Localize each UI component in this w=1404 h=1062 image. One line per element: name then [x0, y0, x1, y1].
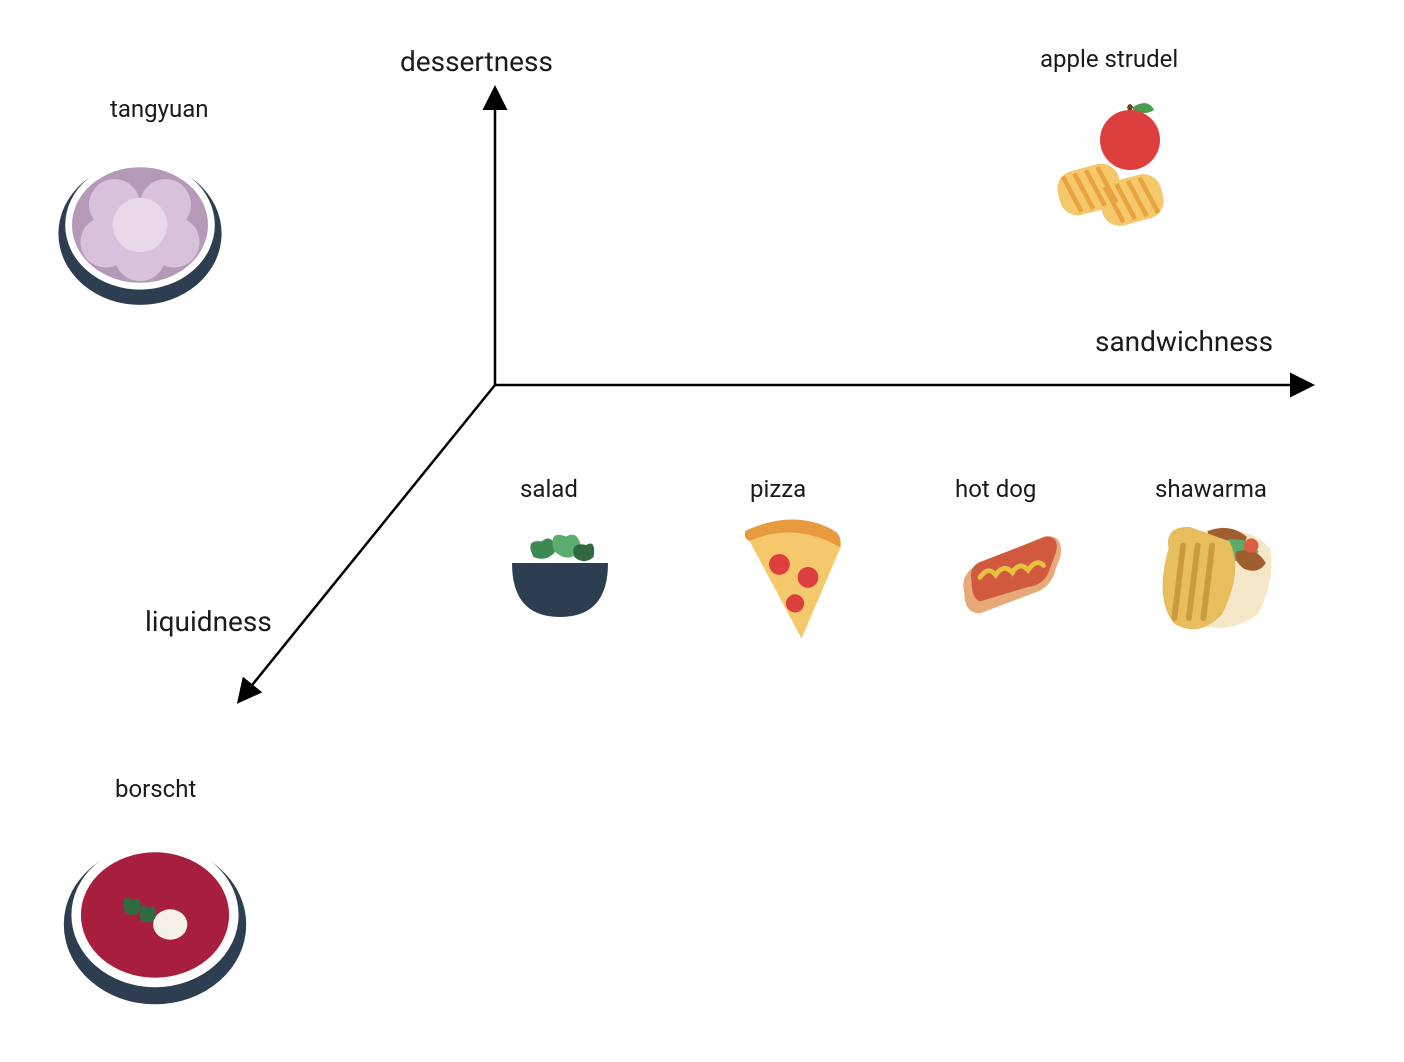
axis-label-z: liquidness [145, 605, 272, 638]
axis-label-x: sandwichness [1095, 325, 1273, 358]
food-label-tangyuan: tangyuan [110, 95, 209, 123]
borscht-icon [55, 820, 255, 1014]
food-label-shawarma: shawarma [1155, 475, 1267, 503]
hot-dog-icon [930, 515, 1090, 639]
food-label-apple-strudel: apple strudel [1040, 45, 1178, 73]
salad-icon [485, 515, 635, 639]
food-label-borscht: borscht [115, 775, 196, 803]
pizza-icon [730, 510, 860, 654]
axis-z [240, 385, 495, 700]
food-label-salad: salad [520, 475, 578, 503]
tangyuan-icon [55, 140, 225, 314]
food-label-pizza: pizza [750, 475, 806, 503]
food-label-hot-dog: hot dog [955, 475, 1036, 503]
axis-label-y: dessertness [400, 45, 553, 78]
apple-strudel-icon [1035, 95, 1195, 249]
shawarma-icon [1135, 505, 1295, 654]
